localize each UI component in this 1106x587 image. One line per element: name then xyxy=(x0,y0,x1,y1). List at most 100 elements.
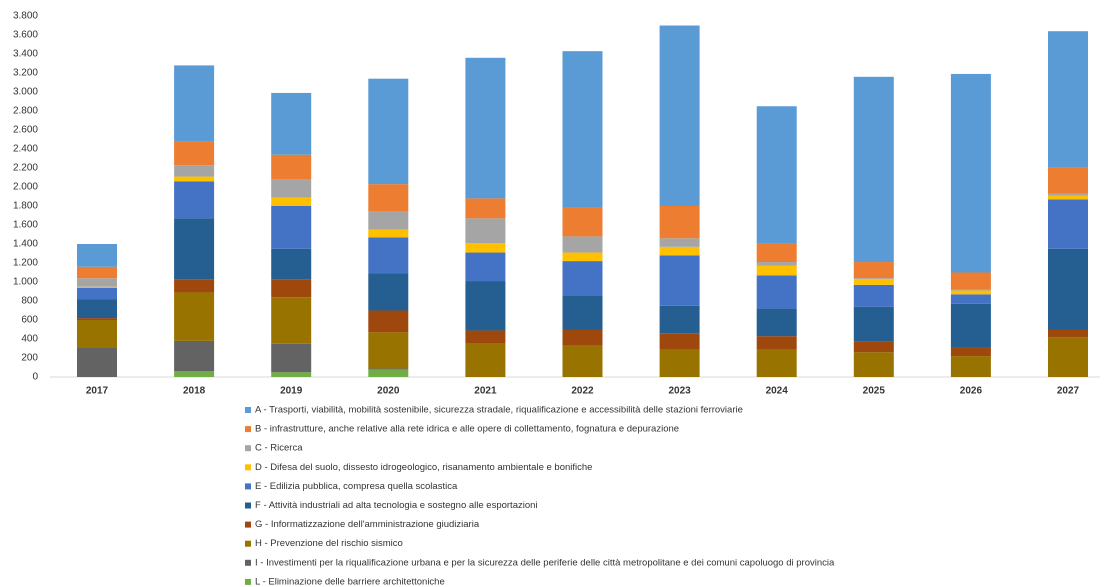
legend-swatch xyxy=(245,521,251,528)
y-tick-label: 3.200 xyxy=(13,68,38,79)
bar-segment xyxy=(756,308,797,337)
x-tick-label: 2020 xyxy=(377,386,400,397)
bar-segment xyxy=(853,284,894,307)
bar-segment xyxy=(271,206,312,249)
bar-segment xyxy=(853,341,894,353)
bar-segment xyxy=(659,25,700,206)
x-tick-label: 2021 xyxy=(474,386,497,397)
bar-segment xyxy=(950,289,991,291)
x-tick-label: 2019 xyxy=(280,386,303,397)
legend-swatch xyxy=(245,540,251,547)
bar-segment xyxy=(368,310,409,333)
bar-segment xyxy=(756,243,797,263)
bar-segment xyxy=(77,318,117,320)
bar-segment xyxy=(1048,193,1088,196)
bar-segment xyxy=(950,347,991,357)
y-tick-label: 1.000 xyxy=(13,277,38,288)
y-tick-label: 1.600 xyxy=(13,220,38,231)
x-tick-label: 2023 xyxy=(668,386,691,397)
bar-segment xyxy=(174,371,215,377)
bar-segment xyxy=(562,329,603,346)
bar-segment xyxy=(562,51,603,208)
y-tick-label: 0 xyxy=(32,372,38,383)
bar-segment xyxy=(950,303,991,348)
bar-segment xyxy=(465,218,506,244)
legend-swatch xyxy=(245,483,251,490)
bar-segment xyxy=(77,244,117,267)
bar-segment xyxy=(756,262,797,266)
bar-segment xyxy=(271,279,312,298)
bar-segment xyxy=(1048,195,1088,200)
bar-segment xyxy=(368,78,409,185)
bar-segment xyxy=(368,332,409,369)
bar-segment xyxy=(1048,199,1088,249)
bar-segment xyxy=(174,340,215,372)
y-tick-label: 2.800 xyxy=(13,106,38,117)
bar-segment xyxy=(853,76,894,263)
legend-label: E - Edilizia pubblica, compresa quella s… xyxy=(255,481,458,492)
x-tick-label: 2022 xyxy=(571,386,594,397)
bar-segment xyxy=(77,266,117,279)
x-tick-label: 2025 xyxy=(863,386,886,397)
bar-segment xyxy=(756,265,797,276)
legend-swatch xyxy=(245,464,251,471)
bar-segment xyxy=(853,278,894,280)
bar-segment xyxy=(756,275,797,309)
y-tick-label: 800 xyxy=(21,296,38,307)
bar-segment xyxy=(950,294,991,304)
bar-segment xyxy=(562,261,603,296)
bar-segment xyxy=(271,179,312,198)
bar-segment xyxy=(174,218,215,280)
y-tick-label: 3.600 xyxy=(13,30,38,41)
bar-segment xyxy=(465,57,506,199)
bar-segment xyxy=(174,65,215,142)
x-tick-label: 2026 xyxy=(960,386,983,397)
y-tick-label: 3.800 xyxy=(13,11,38,22)
y-tick-label: 2.200 xyxy=(13,163,38,174)
bar-segment xyxy=(465,198,506,219)
bar-segment xyxy=(950,272,991,290)
bar-segment xyxy=(174,181,215,219)
bar-segment xyxy=(853,262,894,279)
y-tick-label: 2.400 xyxy=(13,144,38,155)
bar-segment xyxy=(271,92,312,155)
bar-segment xyxy=(659,255,700,306)
x-tick-label: 2017 xyxy=(86,386,109,397)
bar-segment xyxy=(465,243,506,253)
bar-segment xyxy=(950,290,991,295)
bar-segment xyxy=(174,176,215,182)
y-tick-label: 2.000 xyxy=(13,182,38,193)
legend-label: C - Ricerca xyxy=(255,443,303,454)
bar-segment xyxy=(1048,167,1088,194)
bar-segment xyxy=(659,333,700,350)
x-tick-label: 2018 xyxy=(183,386,206,397)
y-tick-label: 600 xyxy=(21,315,38,326)
bar-segment xyxy=(271,154,312,180)
bar-segment xyxy=(174,165,215,177)
bar-segment xyxy=(77,299,117,319)
bar-segment xyxy=(271,297,312,344)
bar-segment xyxy=(853,279,894,285)
bar-segment xyxy=(562,236,603,253)
bar-segment xyxy=(465,330,506,344)
legend-label: A - Trasporti, viabilità, mobilità soste… xyxy=(255,405,743,416)
bar-segment xyxy=(659,246,700,256)
bar-segment xyxy=(659,206,700,239)
x-tick-label: 2027 xyxy=(1057,386,1080,397)
bar-segment xyxy=(756,349,797,377)
y-tick-label: 200 xyxy=(21,353,38,364)
bar-segment xyxy=(950,73,991,273)
bar-segment xyxy=(271,343,312,373)
bar-segment xyxy=(368,184,409,212)
y-tick-label: 3.000 xyxy=(13,87,38,98)
legend-label: G - Informatizzazione dell'amministrazio… xyxy=(255,519,480,530)
legend-swatch xyxy=(245,559,251,566)
legend-swatch xyxy=(245,445,251,452)
bar-segment xyxy=(174,141,215,166)
bar-segment xyxy=(1048,248,1088,330)
bar-segment xyxy=(77,278,117,287)
bar-segment xyxy=(659,349,700,377)
y-tick-label: 400 xyxy=(21,334,38,345)
legend-label: B - infrastrutture, anche relative alla … xyxy=(255,424,679,435)
legend-swatch xyxy=(245,426,251,433)
